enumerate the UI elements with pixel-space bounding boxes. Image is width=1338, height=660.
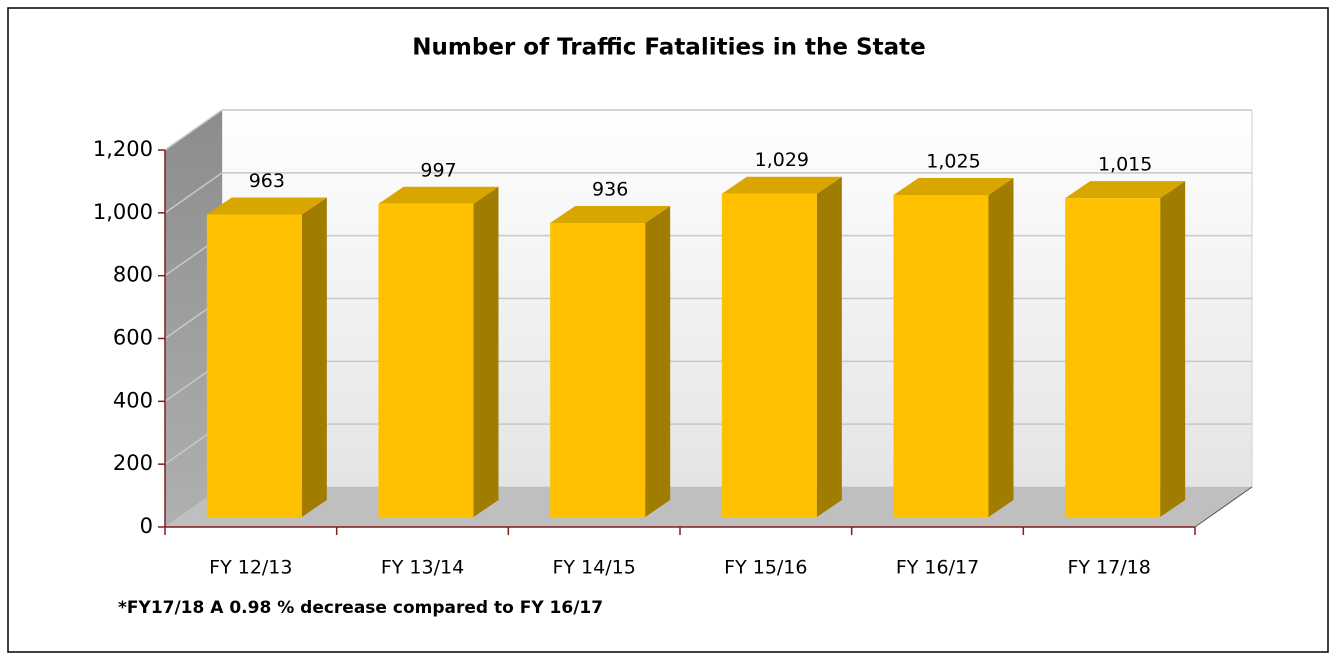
- bar-top: [893, 177, 1014, 195]
- value-label: 997: [420, 159, 456, 181]
- bar-side: [645, 205, 671, 517]
- bar-top: [550, 205, 671, 223]
- bar-side: [816, 176, 842, 517]
- bar-top: [1065, 181, 1186, 199]
- grid-line: [164, 172, 223, 214]
- bar: [1065, 181, 1186, 517]
- bar-front: [1065, 198, 1161, 517]
- bar: [721, 176, 842, 517]
- bar: [378, 186, 499, 518]
- bar-top: [721, 176, 842, 194]
- x-tick-label: FY 13/14: [381, 557, 464, 579]
- y-tick-label: 0: [140, 514, 153, 538]
- bar-side: [301, 197, 327, 517]
- value-label: 1,025: [926, 150, 980, 172]
- x-tick-label: FY 17/18: [1067, 557, 1150, 579]
- floor-edge: [1194, 486, 1253, 528]
- y-tick-label: 200: [113, 451, 153, 475]
- y-tick-label: 1,000: [93, 200, 153, 224]
- bar-front: [893, 194, 989, 517]
- x-tick-label: FY 15/16: [724, 557, 807, 579]
- y-tick-label: 400: [113, 388, 153, 412]
- value-label: 1,015: [1098, 154, 1152, 176]
- bar-front: [721, 193, 817, 517]
- bar-top: [378, 186, 499, 204]
- bar-side: [473, 186, 499, 518]
- bar: [206, 197, 327, 517]
- x-tick-label: FY 14/15: [552, 557, 635, 579]
- x-tick-label: FY 16/17: [896, 557, 979, 579]
- annotation: *FY17/18 A 0.98 % decrease compared to F…: [118, 598, 603, 618]
- y-tick-label: 1,200: [93, 137, 153, 161]
- grid-line: [164, 109, 223, 151]
- chart-title: Number of Traffic Fatalities in the Stat…: [412, 35, 925, 61]
- y-tick-label: 600: [113, 326, 153, 350]
- value-label: 963: [249, 170, 285, 192]
- bar-front: [206, 214, 302, 517]
- value-label: 1,029: [755, 149, 809, 171]
- bar: [893, 177, 1014, 517]
- bar: [550, 205, 671, 517]
- bar-top: [206, 197, 327, 215]
- bar-side: [1160, 181, 1186, 517]
- y-tick-label: 800: [113, 263, 153, 287]
- value-label: 936: [592, 178, 628, 200]
- bar-side: [988, 177, 1014, 517]
- x-tick-label: FY 12/13: [209, 557, 292, 579]
- bar-front: [550, 222, 646, 517]
- bar-front: [378, 203, 474, 518]
